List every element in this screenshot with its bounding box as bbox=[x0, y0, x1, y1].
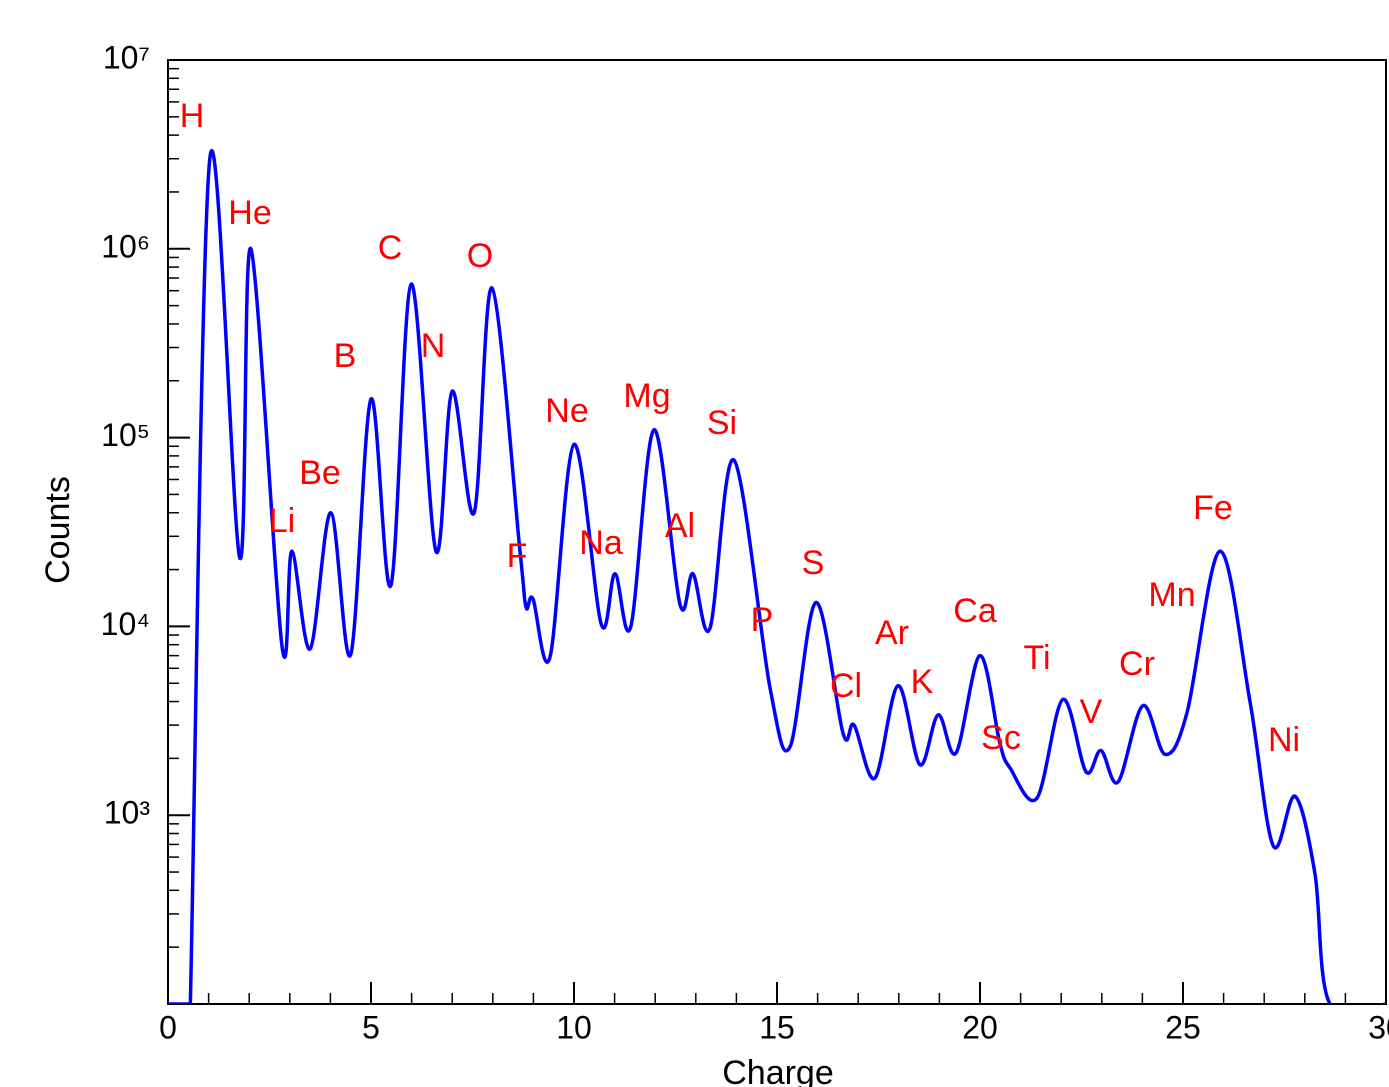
element-label: Ti bbox=[1023, 639, 1050, 677]
element-label: Li bbox=[269, 502, 295, 540]
element-label: N bbox=[421, 327, 446, 365]
element-label: V bbox=[1080, 693, 1103, 731]
y-tick-label: 10⁴ bbox=[101, 606, 150, 642]
x-tick-label: 30 bbox=[1368, 1009, 1389, 1045]
element-label: Al bbox=[665, 507, 695, 545]
y-tick-label: 10³ bbox=[104, 795, 151, 831]
element-label: S bbox=[802, 544, 825, 582]
element-label: Na bbox=[579, 524, 623, 562]
x-tick-label: 15 bbox=[759, 1009, 795, 1045]
x-tick-label: 0 bbox=[159, 1009, 177, 1045]
element-label: K bbox=[911, 663, 934, 701]
x-tick-label: 5 bbox=[362, 1009, 380, 1045]
element-label: Mg bbox=[623, 377, 670, 415]
x-tick-label: 25 bbox=[1165, 1009, 1201, 1045]
y-axis-label: Counts bbox=[39, 476, 77, 584]
element-label: Ar bbox=[875, 614, 909, 652]
y-tick-label: 10⁷ bbox=[103, 39, 150, 75]
y-tick-label: 10⁶ bbox=[101, 228, 150, 264]
element-label: Ni bbox=[1268, 721, 1300, 759]
x-tick-label: 10 bbox=[556, 1009, 592, 1045]
element-label: Fe bbox=[1193, 489, 1233, 527]
element-label: He bbox=[228, 194, 271, 232]
element-label: Si bbox=[707, 404, 737, 442]
element-label: H bbox=[180, 97, 205, 135]
x-axis-label: Charge bbox=[722, 1054, 834, 1087]
x-tick-label: 20 bbox=[962, 1009, 998, 1045]
element-label: Be bbox=[299, 454, 341, 492]
element-label: Ne bbox=[545, 392, 588, 430]
element-label: F bbox=[507, 537, 528, 575]
element-label: P bbox=[751, 601, 774, 639]
element-label: Ca bbox=[953, 592, 997, 630]
element-label: Cl bbox=[830, 667, 862, 705]
plot-frame bbox=[167, 59, 1387, 1005]
y-tick-label: 10⁵ bbox=[101, 417, 150, 453]
element-label: O bbox=[467, 237, 493, 275]
element-label: Sc bbox=[981, 719, 1021, 757]
element-label: C bbox=[378, 229, 403, 267]
data-line bbox=[168, 148, 1386, 1004]
element-label: B bbox=[334, 337, 357, 375]
element-label: Mn bbox=[1148, 576, 1195, 614]
element-label: Cr bbox=[1119, 645, 1155, 683]
